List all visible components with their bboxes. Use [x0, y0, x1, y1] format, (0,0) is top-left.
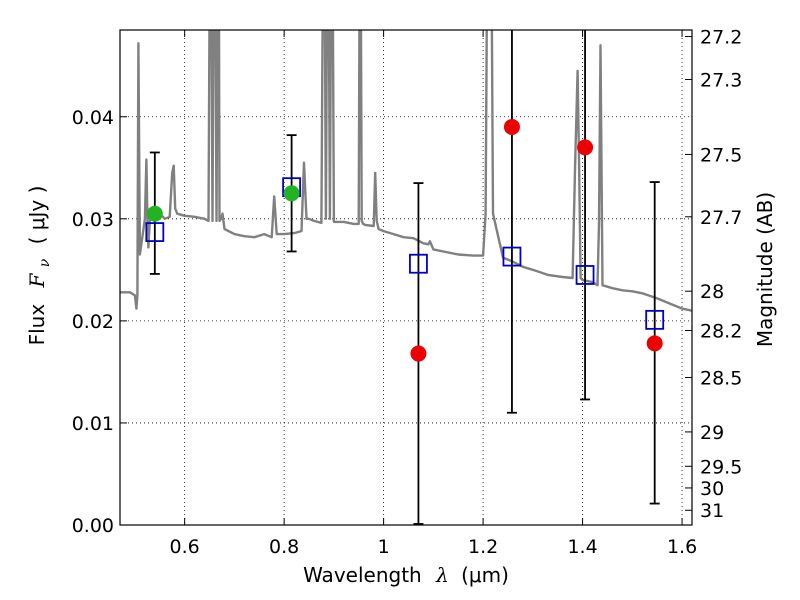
upper-limit-point: [577, 139, 594, 156]
mag-tick-label: 27.3: [700, 69, 742, 91]
y-tick-label: 0.01: [72, 413, 114, 435]
mag-tick-label: 28.2: [700, 321, 742, 343]
upper-limit-point: [646, 335, 663, 352]
y-tick-label: 0.04: [72, 107, 114, 129]
observed-point-group: [146, 118, 663, 362]
mag-tick-label: 29: [700, 422, 724, 444]
mag-tick-label: 27.5: [700, 144, 742, 166]
upper-limit-point: [503, 118, 520, 135]
mag-tick-label: 28.5: [700, 367, 742, 389]
model-sed-line-group: [120, 30, 692, 312]
detected-point: [283, 185, 300, 202]
model-sed-line: [120, 30, 692, 312]
mag-tick-label: 30: [700, 478, 724, 500]
grid-lines: [120, 30, 692, 525]
y-tick-label: 0.02: [72, 311, 114, 333]
x-tick-label: 0.8: [269, 536, 299, 558]
mag-tick-label: 31: [700, 500, 724, 522]
x-tick-label: 1.4: [567, 536, 597, 558]
model-square-marker: [502, 246, 522, 267]
y-tick-label: 0.00: [72, 515, 114, 537]
magnitude-axis-title: Magnitude (AB): [753, 192, 777, 347]
upper-limit-point: [410, 345, 427, 362]
x-tick-label: 1: [378, 536, 390, 558]
errorbar-group: [149, 30, 660, 525]
plot-frame: [119, 29, 693, 526]
mag-tick-label: 27.2: [700, 27, 742, 49]
model-square-marker: [145, 222, 165, 242]
mag-tick-label: 28: [700, 281, 724, 303]
model-square-marker: [645, 309, 665, 330]
y-axis-title: Flux F ν ( μJy ): [25, 186, 54, 346]
mag-tick-label: 27.7: [700, 207, 742, 229]
axis-ticks: 0.6 0.8 1 1.2 1.4 1.6 0.00 0.01 0.02 0.03 0.04 27.2…: [72, 27, 743, 558]
mag-tick-label: 29.5: [700, 456, 742, 478]
x-tick-label: 1.6: [667, 536, 697, 558]
model-square-marker: [575, 265, 595, 285]
x-tick-label: 1.2: [468, 536, 498, 558]
detected-point: [146, 205, 163, 222]
x-tick-label: 0.6: [170, 536, 200, 558]
x-axis-title: Wavelength λ (μm): [303, 563, 509, 587]
y-tick-label: 0.03: [72, 209, 114, 231]
model-square-marker: [409, 253, 428, 274]
